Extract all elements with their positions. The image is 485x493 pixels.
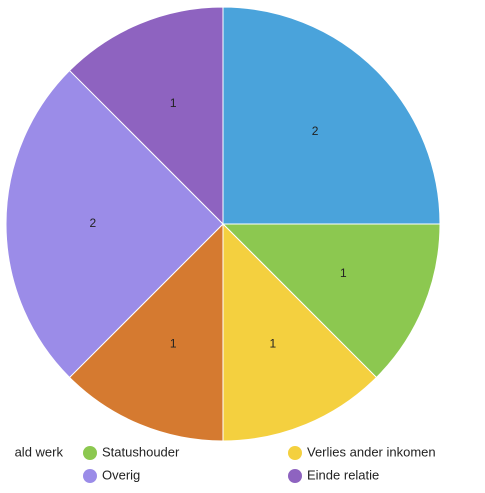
slice-label: 2 (312, 124, 319, 138)
pie-slice (221, 223, 441, 379)
legend-label: Statushouder (102, 444, 180, 459)
legend-swatch (83, 469, 97, 483)
legend-label: Verlies ander inkomen (307, 444, 436, 459)
pie-slice (222, 6, 441, 225)
legend-label: Einde relatie (307, 467, 379, 482)
slice-label: 1 (170, 336, 177, 350)
legend-label: ald werk (15, 444, 64, 459)
legend-swatch (288, 469, 302, 483)
slice-label: 1 (170, 96, 177, 110)
legend-swatch (83, 446, 97, 460)
legend-swatch (288, 446, 302, 460)
slice-label: 2 (89, 216, 96, 230)
pie-slice (5, 69, 224, 379)
pie-slice (68, 222, 224, 442)
slice-label: 1 (269, 336, 276, 350)
legend-label: Overig (102, 467, 140, 482)
pie-slice (222, 222, 378, 442)
slice-label: 1 (340, 266, 347, 280)
pie-slice (68, 6, 224, 226)
